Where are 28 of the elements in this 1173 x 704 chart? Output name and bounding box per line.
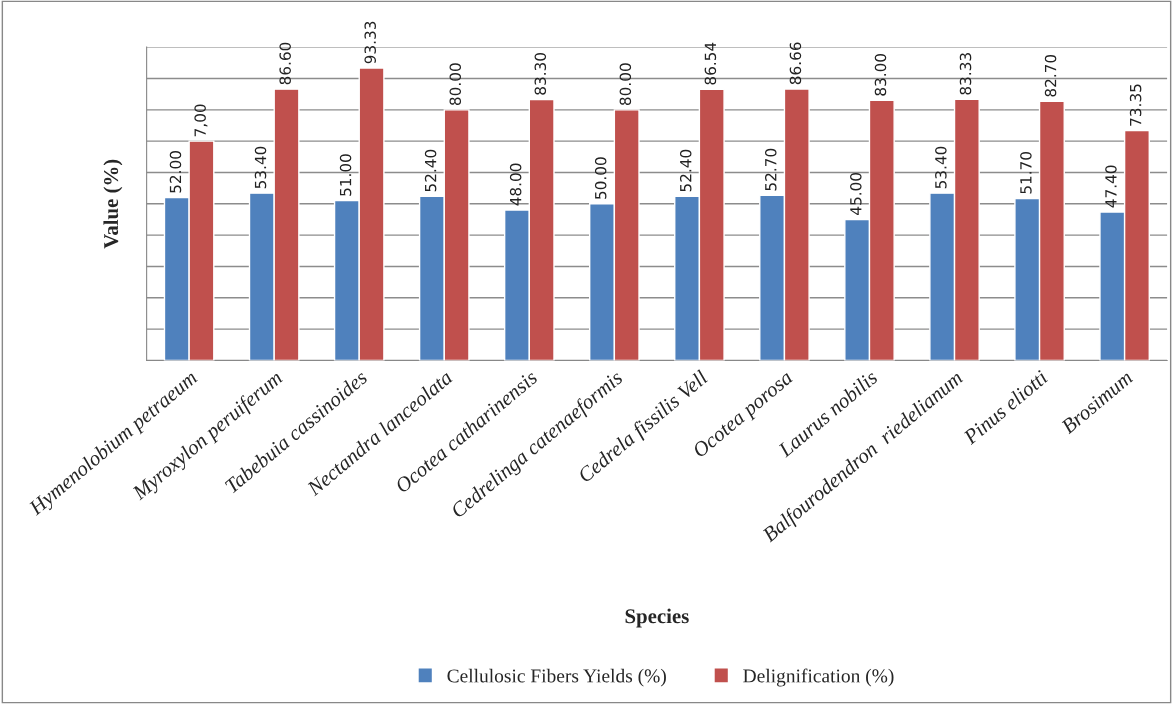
x-axis-title: Species <box>625 608 689 628</box>
data-label: 80.00 <box>619 63 632 106</box>
legend-label: Delignification (%) <box>743 668 894 687</box>
data-label: 93.33 <box>364 21 376 64</box>
y-axis-title: Value (%) <box>103 159 123 249</box>
data-label: 53.40 <box>254 146 267 189</box>
data-label: 53.40 <box>935 146 947 189</box>
annotation: 7,00 <box>194 104 208 137</box>
data-label: 52.40 <box>424 149 437 192</box>
legend-label: Cellulosic Fibers Yields (%) <box>447 668 666 687</box>
data-label: 73.35 <box>1129 84 1142 126</box>
data-label: 47.40 <box>1105 165 1117 208</box>
data-label: 45.00 <box>850 172 862 215</box>
data-label: 83.00 <box>874 53 887 96</box>
data-label: 83.30 <box>534 53 547 95</box>
data-label: 51.00 <box>339 154 352 196</box>
data-label: 52.70 <box>764 148 777 191</box>
data-label: 48.00 <box>509 163 522 206</box>
data-label: 51.70 <box>1020 152 1032 194</box>
data-label: 86.66 <box>789 42 802 85</box>
data-label: 82.70 <box>1044 54 1057 97</box>
data-label: 52.40 <box>679 149 692 192</box>
data-label: 80.00 <box>449 63 462 106</box>
data-label: 50.00 <box>594 157 607 199</box>
data-label: 83.33 <box>959 53 972 95</box>
data-label: 52.00 <box>169 151 182 193</box>
data-label: 86.60 <box>279 42 291 85</box>
data-label: 86.54 <box>704 42 717 85</box>
